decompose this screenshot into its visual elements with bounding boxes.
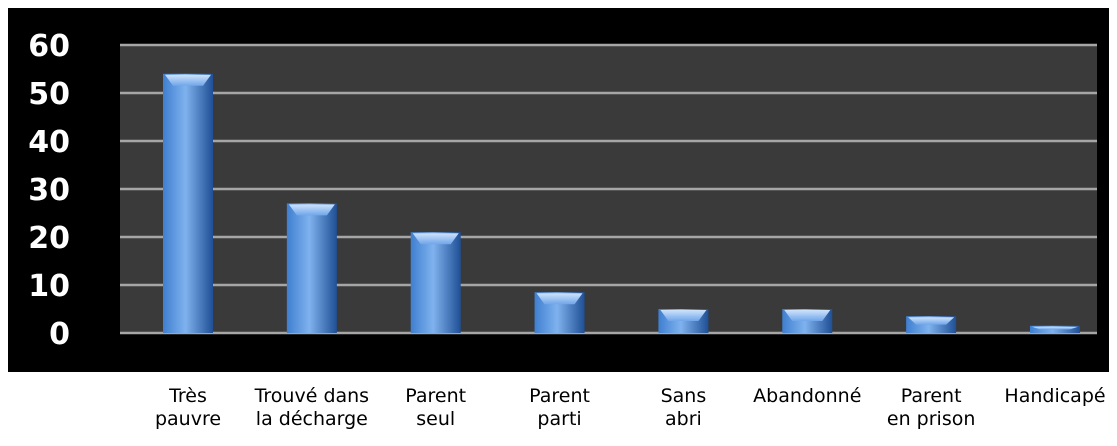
bar-chart: 0 10 20 30 40 50 60 bbox=[28, 29, 1097, 352]
x-tick-label-line: Trouvé dans bbox=[254, 385, 370, 407]
x-tick-label-line: abri bbox=[665, 408, 702, 430]
y-tick-label: 40 bbox=[28, 125, 70, 160]
x-tick-label-line: la décharge bbox=[255, 408, 368, 430]
x-tick-label: Parent parti bbox=[529, 385, 590, 431]
bar-highlight bbox=[165, 74, 211, 86]
bar bbox=[163, 73, 213, 334]
x-tick-label: Trouvé dans la décharge bbox=[255, 385, 370, 431]
x-tick-label-line: Parent bbox=[900, 385, 962, 407]
x-tick-label-line: seul bbox=[416, 408, 456, 430]
bar bbox=[906, 316, 957, 333]
x-tick-label-line: Handicapé bbox=[1004, 385, 1106, 407]
x-tick-label: Très pauvre bbox=[155, 385, 221, 431]
x-tick-label-line: Parent bbox=[405, 385, 467, 407]
bar bbox=[410, 232, 461, 333]
x-tick-label-line: Parent bbox=[529, 385, 590, 407]
bar-body bbox=[286, 203, 337, 333]
bar-highlight bbox=[412, 233, 459, 245]
bar-highlight bbox=[536, 293, 583, 305]
bar-highlight bbox=[1032, 326, 1078, 330]
x-tick-label-line: parti bbox=[537, 408, 582, 430]
x-tick-label: Parent seul bbox=[405, 385, 466, 431]
bar-body bbox=[410, 232, 461, 333]
x-tick-label-line: Abandonné bbox=[753, 385, 862, 407]
x-tick-label: Handicapé bbox=[1004, 385, 1105, 408]
y-axis: 0 10 20 30 40 50 60 bbox=[28, 29, 70, 352]
y-tick-label: 50 bbox=[28, 77, 70, 112]
y-tick-label: 20 bbox=[28, 221, 70, 256]
x-tick-label: Abandonné bbox=[753, 385, 861, 408]
bar bbox=[534, 292, 585, 333]
bar bbox=[658, 309, 709, 333]
x-tick-label-line: Sans bbox=[660, 385, 707, 407]
bar bbox=[782, 309, 833, 333]
bar-body bbox=[163, 73, 213, 334]
chart-frame: 0 10 20 30 40 50 60 bbox=[8, 8, 1109, 372]
y-tick-label: 60 bbox=[28, 29, 70, 64]
x-tick-label-line: pauvre bbox=[154, 408, 222, 430]
gridlines bbox=[120, 43, 1097, 335]
bars bbox=[163, 73, 1080, 334]
bar bbox=[286, 203, 337, 333]
x-tick-label-line: en prison bbox=[886, 408, 976, 430]
bar-highlight bbox=[288, 204, 335, 216]
bar bbox=[1030, 325, 1080, 333]
y-tick-label: 10 bbox=[28, 269, 70, 304]
x-tick-label: Sans abri bbox=[661, 385, 707, 431]
bar-highlight bbox=[784, 310, 831, 321]
x-tick-label-line: Très bbox=[169, 385, 207, 407]
y-tick-label: 0 bbox=[49, 317, 70, 352]
bar-highlight bbox=[908, 317, 955, 325]
x-tick-label: Parent en prison bbox=[887, 385, 976, 431]
y-tick-label: 30 bbox=[28, 173, 70, 208]
bar-highlight bbox=[660, 310, 707, 321]
